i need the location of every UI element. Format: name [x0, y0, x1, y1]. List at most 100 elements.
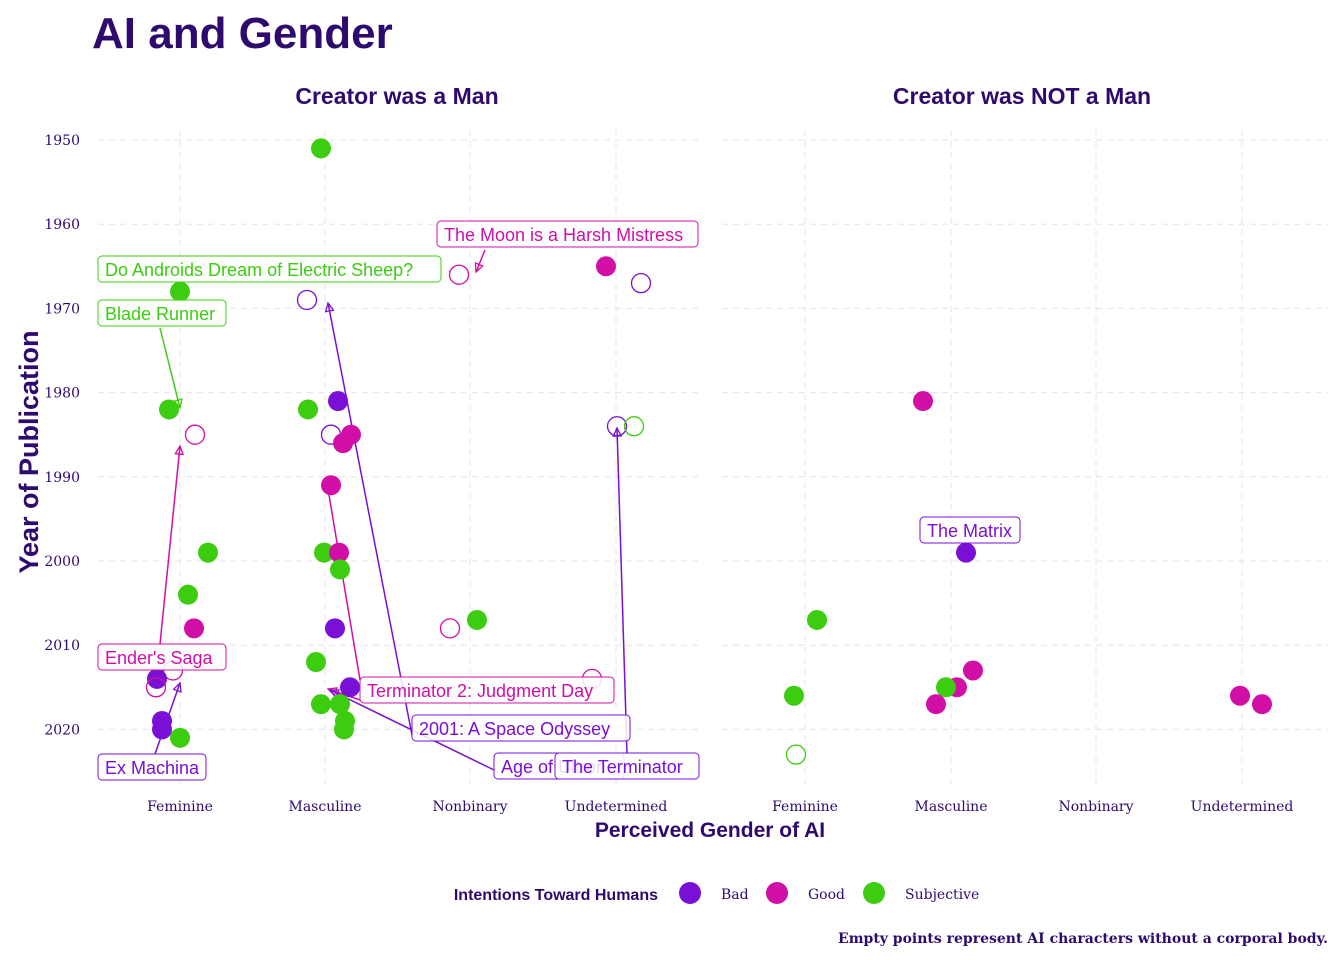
data-point-bad	[630, 272, 652, 294]
label-text: The Moon is a Harsh Mistress	[444, 225, 683, 245]
data-point-good	[329, 542, 349, 563]
label-text: Blade Runner	[105, 304, 215, 324]
data-point-good	[596, 256, 616, 277]
data-point-good	[145, 677, 167, 698]
label-box	[97, 255, 442, 283]
data-point-bad	[606, 416, 628, 437]
facet-title-man: Creator was a Man	[295, 83, 498, 109]
legend-key-good	[766, 882, 788, 904]
data-point-subjective	[306, 652, 326, 673]
label-connector	[327, 302, 413, 736]
data-point-good	[926, 694, 946, 715]
label-text: Ex Machina	[105, 758, 200, 778]
label-text: Do Androids Dream of Electric Sheep?	[105, 260, 413, 280]
x-tick-label: Undetermined	[1191, 799, 1294, 815]
data-points	[145, 138, 1272, 765]
y-tick-label: 1990	[44, 470, 80, 486]
label-text: Terminator 2: Judgment Day	[367, 681, 593, 701]
data-point-good	[1252, 694, 1272, 715]
point-label: Do Androids Dream of Electric Sheep?	[97, 255, 442, 283]
label-box	[97, 643, 227, 671]
data-point-good	[448, 264, 470, 285]
x-tick-label: Feminine	[772, 799, 838, 815]
data-point-good	[439, 618, 461, 639]
y-tick-label: 1950	[44, 133, 80, 149]
label-connector	[159, 327, 181, 409]
label-arrowhead	[172, 681, 182, 693]
data-point-bad	[328, 391, 348, 412]
label-arrowhead	[474, 262, 484, 274]
y-tick-label: 2020	[44, 722, 80, 738]
label-box	[554, 752, 700, 780]
data-point-subjective	[170, 727, 190, 748]
data-point-good	[321, 475, 341, 496]
label-box	[436, 220, 699, 248]
label-box	[97, 299, 227, 327]
point-label: Blade Runner	[97, 299, 227, 327]
label-box	[97, 753, 207, 781]
legend-title: Intentions Toward Humans	[454, 887, 658, 904]
y-tick-label: 2010	[44, 638, 80, 654]
data-point-subjective	[467, 609, 487, 630]
label-connector	[475, 249, 486, 273]
x-tick-label: Masculine	[289, 799, 362, 815]
chart-caption: Empty points represent AI characters wit…	[838, 931, 1328, 947]
data-point-subjective	[334, 719, 354, 740]
data-point-bad	[325, 618, 345, 639]
legend-key-bad	[679, 882, 701, 904]
label-text: The Terminator	[562, 757, 683, 777]
data-point-bad	[296, 289, 318, 311]
data-point-subjective	[784, 685, 804, 706]
label-text: The Matrix	[927, 521, 1012, 541]
facet-title-not-man: Creator was NOT a Man	[893, 83, 1151, 109]
data-point-subjective	[807, 609, 827, 630]
data-point-good	[333, 433, 353, 454]
label-box	[359, 676, 615, 704]
x-tick-label: Undetermined	[565, 799, 668, 815]
data-point-bad	[152, 719, 172, 740]
axis-ticks: 1950 1960 1970 1980 1990 2000 2010 2020 Feminine…	[44, 133, 1293, 815]
point-label: The Terminator	[554, 752, 700, 780]
data-point-bad	[340, 677, 360, 698]
label-arrowhead	[174, 444, 185, 456]
point-labels: The Moon is a Harsh Mistress Do Androids …	[97, 220, 1021, 781]
data-point-subjective	[170, 281, 190, 302]
data-point-subjective	[311, 694, 331, 715]
legend: Intentions Toward Humans Bad Good Subjecti…	[454, 882, 979, 904]
data-point-good	[963, 660, 983, 681]
data-point-subjective	[159, 399, 179, 420]
y-axis-title: Year of Publication	[14, 330, 44, 573]
label-text: Ender's Saga	[105, 648, 213, 668]
y-tick-label: 1960	[44, 217, 80, 233]
label-box	[411, 714, 631, 742]
y-tick-label: 1980	[44, 386, 80, 402]
data-point-good	[913, 391, 933, 412]
point-label: Ex Machina	[97, 753, 207, 781]
data-point-good	[184, 618, 204, 639]
data-point-subjective	[623, 416, 645, 437]
x-tick-label: Feminine	[147, 799, 213, 815]
point-label: 2001: A Space Odyssey	[411, 714, 631, 742]
x-tick-label: Masculine	[915, 799, 988, 815]
y-tick-label: 2000	[44, 554, 80, 570]
data-point-subjective	[311, 138, 331, 159]
label-connector	[616, 427, 628, 754]
data-point-good	[184, 424, 206, 445]
data-point-subjective	[314, 542, 334, 563]
label-arrowhead	[328, 689, 341, 699]
point-label: Terminator 2: Judgment Day	[359, 676, 615, 704]
data-point-subjective	[178, 584, 198, 605]
y-tick-label: 1970	[44, 301, 80, 317]
x-axis-title: Perceived Gender of AI	[595, 819, 825, 842]
label-connectors	[154, 249, 628, 771]
grid-lines	[98, 130, 1328, 785]
data-point-bad	[147, 668, 167, 689]
x-tick-label: Nonbinary	[1058, 799, 1133, 815]
data-point-subjective	[330, 694, 350, 715]
legend-label: Good	[808, 887, 845, 903]
data-point-subjective	[198, 542, 218, 563]
legend-key-subjective	[863, 882, 885, 904]
data-point-subjective	[298, 399, 318, 420]
legend-label: Bad	[721, 887, 749, 903]
